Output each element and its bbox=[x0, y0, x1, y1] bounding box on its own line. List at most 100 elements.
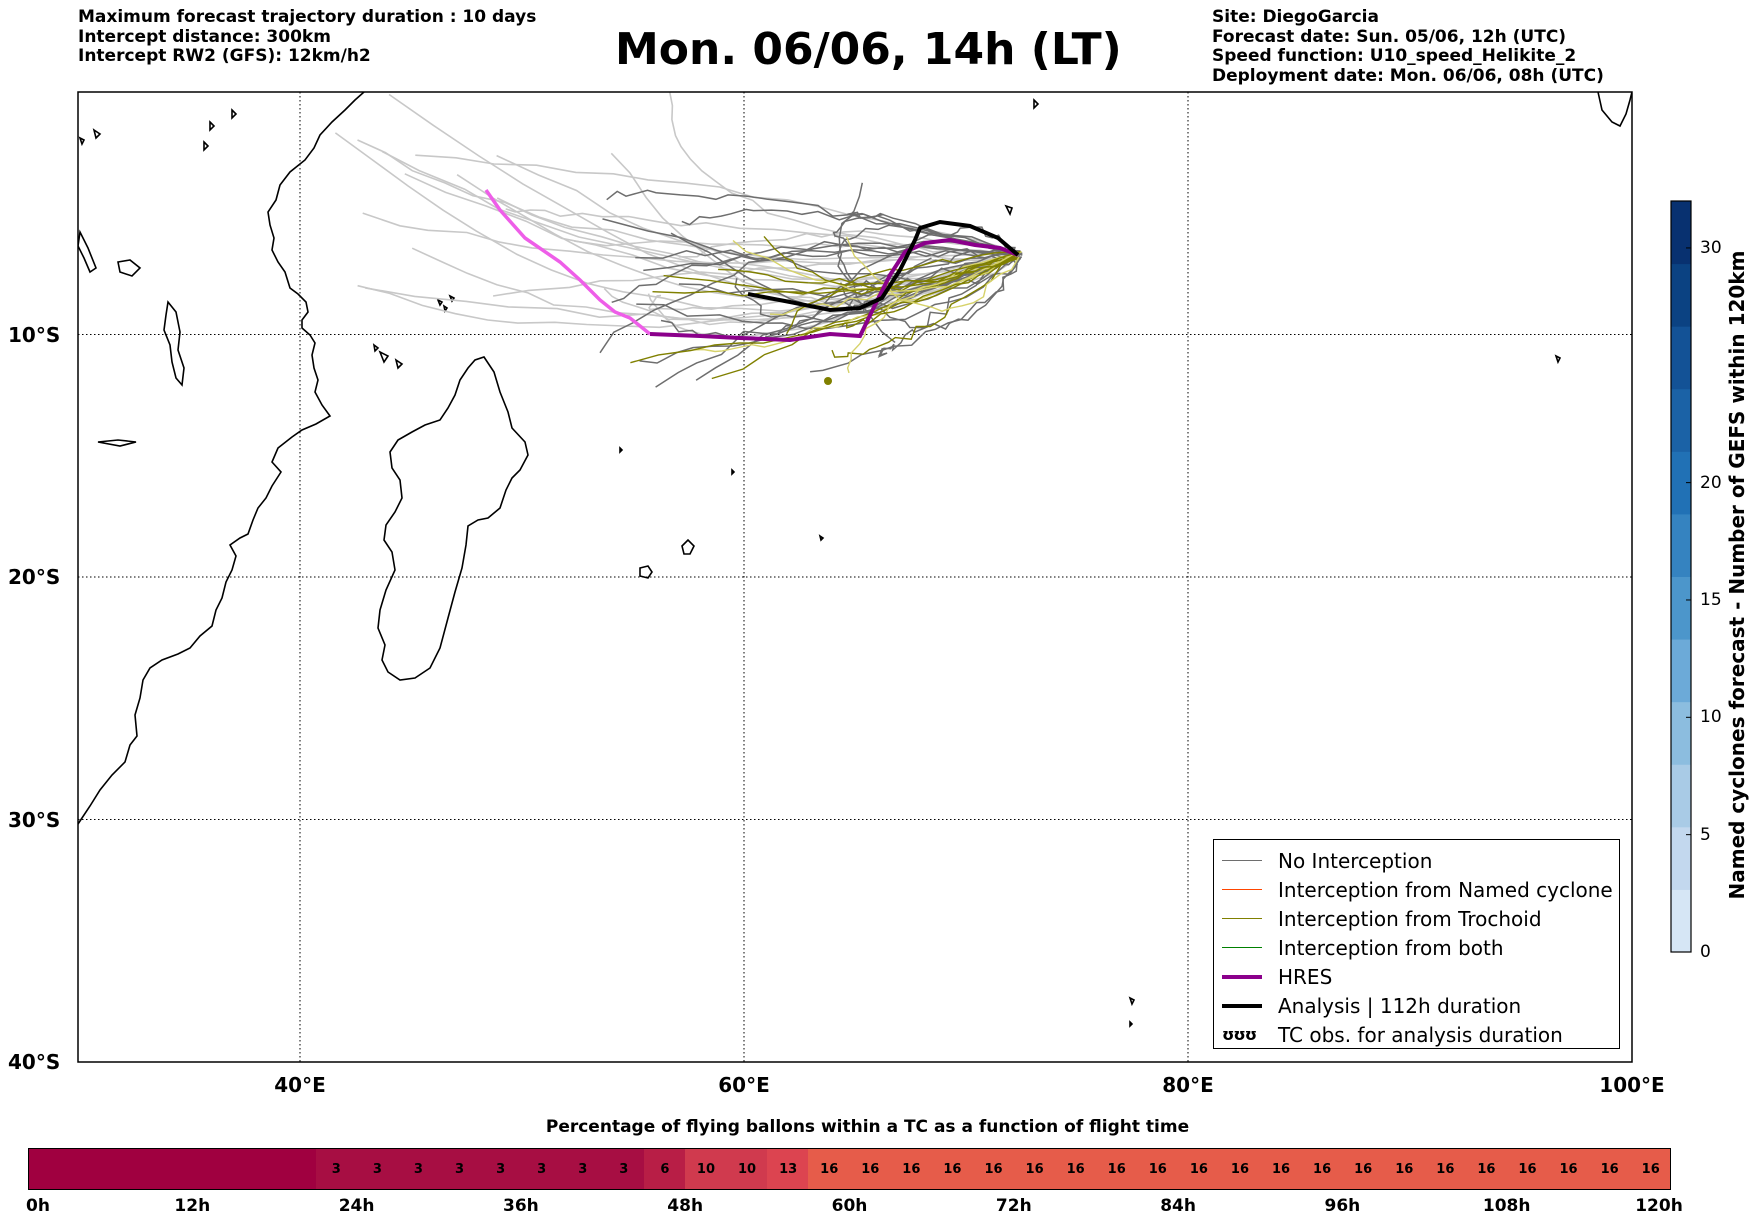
latitude-label: 20°S bbox=[8, 565, 61, 589]
flight-time-cell: 16 bbox=[849, 1148, 892, 1190]
trochoid-interception-track bbox=[785, 250, 1016, 335]
lake-coastline bbox=[163, 300, 185, 387]
flight-time-cell: 16 bbox=[1588, 1148, 1631, 1190]
flight-time-cell bbox=[151, 1148, 193, 1190]
colorbar bbox=[1670, 200, 1692, 953]
map-frame bbox=[77, 91, 1633, 1063]
flight-time-cell: 16 bbox=[1629, 1148, 1672, 1190]
legend-swatch bbox=[1222, 888, 1262, 891]
flight-time-cell bbox=[110, 1148, 152, 1190]
latitude-label: 10°S bbox=[8, 322, 61, 347]
flight-time-cell: 16 bbox=[1424, 1148, 1467, 1190]
trochoid-interception-track bbox=[845, 236, 1020, 312]
india-coastline bbox=[1597, 92, 1632, 128]
africa-coastline bbox=[78, 92, 365, 825]
flight-time-tick-label: 120h bbox=[1635, 1196, 1683, 1216]
madagascar-coastline bbox=[377, 356, 529, 681]
flight-time-cell: 3 bbox=[438, 1148, 481, 1190]
flight-time-cell bbox=[274, 1148, 316, 1190]
flight-time-cell: 3 bbox=[315, 1148, 358, 1190]
latitude-label: 30°S bbox=[8, 807, 61, 832]
flight-time-cell bbox=[69, 1148, 111, 1190]
legend-item: No Interception bbox=[1214, 846, 1619, 875]
colorbar-tick-label: 0 bbox=[1700, 942, 1711, 962]
flight-time-tick-label: 48h bbox=[667, 1196, 704, 1216]
header-right: Site: DiegoGarcia Forecast date: Sun. 05… bbox=[1212, 7, 1604, 86]
no-interception-track bbox=[611, 240, 1015, 304]
legend-item: ʊʊʊ TC obs. for analysis duration bbox=[1214, 1020, 1619, 1049]
no-interception-track bbox=[695, 250, 1017, 381]
no-interception-track bbox=[765, 256, 1017, 339]
flight-time-cell bbox=[233, 1148, 275, 1190]
no-interception-track bbox=[655, 253, 1017, 388]
lake-coastline bbox=[97, 439, 137, 447]
island-coastline bbox=[78, 108, 238, 152]
colorbar-tick-label: 20 bbox=[1700, 472, 1722, 493]
colorbar-tick-label: 10 bbox=[1700, 707, 1722, 728]
header-right-line: Deployment date: Mon. 06/06, 08h (UTC) bbox=[1212, 65, 1604, 86]
long-trajectory-track bbox=[648, 252, 1020, 311]
colorbar-segment bbox=[1671, 263, 1691, 327]
trochoid-interception-track bbox=[841, 251, 1020, 329]
hres-track-early bbox=[484, 188, 652, 336]
header-left: Maximum forecast trajectory duration : 1… bbox=[78, 7, 537, 67]
colorbar-segment bbox=[1671, 388, 1691, 452]
lake-coastline bbox=[78, 229, 97, 274]
no-interception-track bbox=[862, 251, 1016, 312]
trochoid-interception-track bbox=[763, 235, 1021, 290]
legend-item: Interception from both bbox=[1214, 933, 1619, 962]
no-interception-track bbox=[635, 249, 1019, 260]
flight-time-cell: 16 bbox=[931, 1148, 974, 1190]
flight-time-cell: 3 bbox=[356, 1148, 399, 1190]
colorbar-segment bbox=[1671, 639, 1691, 703]
flight-time-cell: 16 bbox=[1054, 1148, 1097, 1190]
flight-time-cell: 16 bbox=[890, 1148, 933, 1190]
header-right-line: Site: DiegoGarcia bbox=[1212, 7, 1379, 27]
flight-time-cell: 16 bbox=[1260, 1148, 1302, 1190]
flight-time-cell: 16 bbox=[1383, 1148, 1426, 1190]
island-coastline bbox=[1004, 98, 1040, 217]
flight-time-tick-label: 24h bbox=[338, 1196, 375, 1216]
colorbar-segment bbox=[1671, 701, 1691, 765]
latitude-label: 40°S bbox=[8, 1050, 61, 1074]
island-coastline bbox=[639, 565, 653, 579]
flight-time-cell: 3 bbox=[561, 1148, 604, 1190]
colorbar-frame bbox=[1670, 200, 1692, 953]
flight-time-tick-label: 60h bbox=[831, 1196, 868, 1216]
no-interception-track bbox=[643, 248, 1022, 272]
island-coastline bbox=[619, 446, 825, 542]
flight-time-cell: 16 bbox=[1137, 1148, 1179, 1190]
coastlines bbox=[78, 92, 1632, 1028]
trajectory-tracks bbox=[334, 92, 1023, 388]
legend-label: HRES bbox=[1278, 964, 1333, 989]
flight-time-cell: 16 bbox=[808, 1148, 850, 1190]
flight-time-tick-label: 36h bbox=[503, 1196, 539, 1216]
legend-swatch bbox=[1222, 946, 1262, 949]
header-right-line: Forecast date: Sun. 05/06, 12h (UTC) bbox=[1212, 26, 1567, 47]
flight-time-tick-label: 0h bbox=[26, 1196, 50, 1216]
header-left-line: Maximum forecast trajectory duration : 1… bbox=[78, 7, 537, 27]
longitude-label: 40°E bbox=[274, 1073, 326, 1097]
flight-time-cell: 16 bbox=[1301, 1148, 1343, 1190]
header-left-line: Intercept distance: 300km bbox=[78, 26, 331, 47]
colorbar-tick-label: 30 bbox=[1700, 237, 1722, 258]
analysis-track bbox=[747, 219, 1020, 313]
legend-label: No Interception bbox=[1278, 848, 1433, 873]
legend-label: Analysis | 112h duration bbox=[1278, 993, 1522, 1018]
flight-time-cell: 3 bbox=[397, 1148, 440, 1190]
main-title: Mon. 06/06, 14h (LT) bbox=[615, 24, 1122, 75]
flight-time-bar-frame bbox=[28, 1148, 1671, 1190]
island-coastline bbox=[681, 538, 695, 555]
tc-obs-icon: ʊʊʊ bbox=[1222, 1025, 1257, 1044]
map-legend: No Interception Interception from Named c… bbox=[1213, 839, 1620, 1049]
trochoid-interception-track bbox=[718, 257, 1019, 285]
long-trajectory-track bbox=[647, 253, 1021, 338]
longitude-label: 100°E bbox=[1599, 1073, 1665, 1097]
legend-label: Interception from Named cyclone bbox=[1278, 877, 1613, 902]
legend-label: Interception from both bbox=[1278, 935, 1504, 960]
header-right-line: Speed function: U10_speed_Helikite_2 bbox=[1212, 46, 1577, 66]
colorbar-segment bbox=[1671, 513, 1691, 577]
colorbar-segment bbox=[1671, 451, 1691, 515]
flight-time-tick-label: 72h bbox=[995, 1196, 1032, 1216]
flight-time-cell: 16 bbox=[1342, 1148, 1384, 1190]
